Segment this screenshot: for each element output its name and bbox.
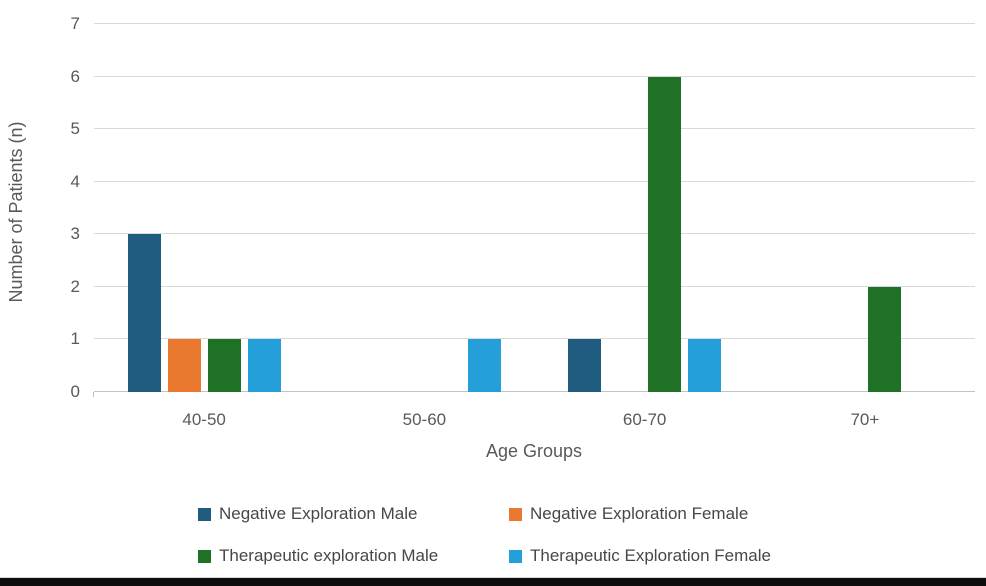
- y-tick-label-5: 5: [70, 119, 80, 139]
- legend-swatch-icon: [198, 507, 211, 521]
- legend-label: Negative Exploration Male: [219, 504, 418, 523]
- x-tick-label-50-60: 50-60: [402, 410, 447, 429]
- bar-therapeutic-exploration-male-60-70: [648, 76, 682, 392]
- gridline-y7: [94, 23, 975, 24]
- bar-therapeutic-exploration-female-40-50: [247, 339, 281, 392]
- legend-label: Therapeutic Exploration Female: [530, 546, 771, 565]
- bar-negative-exploration-male-60-70: [568, 339, 602, 392]
- bar-therapeutic-exploration-female-50-60: [467, 339, 501, 392]
- gridline-y5: [94, 128, 975, 130]
- bar-therapeutic-exploration-male-40-50: [207, 339, 241, 392]
- bar-negative-exploration-female-40-50: [167, 339, 201, 392]
- bottom-border-bar: [0, 578, 986, 586]
- legend-item-therapeutic-exploration-female: Therapeutic Exploration Female: [509, 546, 771, 566]
- x-axis-baseline: [94, 391, 975, 392]
- legend-item-negative-exploration-male: Negative Exploration Male: [198, 504, 417, 524]
- legend-swatch-icon: [509, 549, 522, 563]
- gridline-y6: [94, 75, 975, 77]
- bottom-divider-line: [0, 577, 986, 578]
- x-axis-title: Age Groups: [485, 441, 583, 461]
- gridline-y3: [94, 233, 975, 235]
- bar-negative-exploration-male-40-50: [127, 234, 161, 392]
- legend-label: Therapeutic exploration Male: [219, 546, 439, 565]
- gridline-y4: [94, 180, 975, 182]
- y-tick-label-0: 0: [70, 382, 80, 401]
- x-tick-label-70+: 70+: [850, 410, 880, 429]
- y-tick-label-7: 7: [70, 14, 80, 33]
- y-tick-label-6: 6: [70, 66, 80, 86]
- y-axis-title: Number of Patients (n): [6, 121, 26, 303]
- y-tick-label-2: 2: [70, 276, 80, 296]
- legend-label: Negative Exploration Female: [530, 504, 749, 523]
- x-tick-label-40-50: 40-50: [182, 410, 226, 429]
- bar-therapeutic-exploration-male-70+: [868, 286, 902, 392]
- x-tick-label-60-70: 60-70: [622, 410, 667, 429]
- legend-item-negative-exploration-female: Negative Exploration Female: [509, 504, 748, 524]
- x-axis-tick-mark: [93, 392, 94, 397]
- plot-area: [93, 23, 975, 397]
- gridline-y2: [94, 285, 975, 287]
- legend-item-therapeutic-exploration-male: Therapeutic exploration Male: [198, 546, 438, 566]
- y-tick-label-4: 4: [70, 171, 80, 191]
- y-tick-label-3: 3: [70, 224, 80, 244]
- legend-swatch-icon: [198, 549, 211, 563]
- gridline-y1: [94, 338, 975, 340]
- legend-swatch-icon: [509, 507, 522, 521]
- bar-therapeutic-exploration-female-60-70: [688, 339, 722, 392]
- y-tick-label-1: 1: [70, 329, 80, 349]
